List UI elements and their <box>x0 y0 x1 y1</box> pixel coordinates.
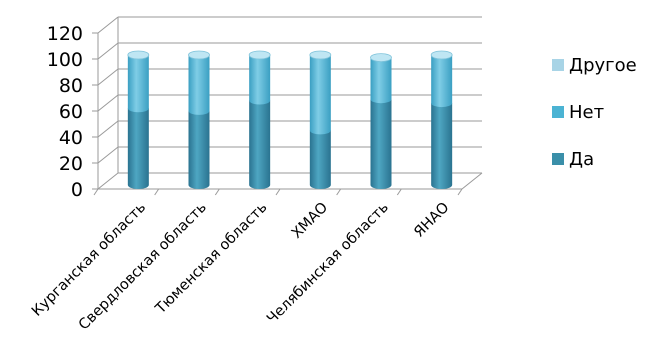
y-tick-label: 60 <box>59 101 83 123</box>
legend-label: Да <box>569 149 594 170</box>
grid <box>97 16 483 190</box>
grid-side-line <box>97 68 119 86</box>
grid-side-line <box>97 120 119 138</box>
x-tick-label: Тюменская область <box>152 200 270 318</box>
bar-segment <box>431 103 453 189</box>
x-tick-label: Свердловская область <box>76 200 210 334</box>
y-tick-label: 20 <box>59 153 83 175</box>
bar-segment <box>431 55 453 108</box>
y-tick-label: 80 <box>59 75 83 97</box>
y-tick-label: 120 <box>47 23 83 45</box>
bar-top-cap <box>430 50 453 60</box>
x-tick-mark <box>275 188 281 196</box>
legend-label: Нет <box>569 102 604 123</box>
y-tick-label: 0 <box>71 179 83 201</box>
bar-segment <box>127 108 149 189</box>
grid-side-line <box>97 94 119 112</box>
bar-top-cap <box>309 50 332 60</box>
bar-segment <box>249 55 271 105</box>
bar-top-cap <box>248 50 271 60</box>
grid-side-line <box>97 146 119 164</box>
y-axis: 0 20 40 60 80 100 120 <box>47 23 98 201</box>
bar-top-cap <box>370 53 392 62</box>
x-tick-label: ХМАО <box>289 200 331 242</box>
legend-label: Другое <box>569 55 637 76</box>
grid-side-line <box>97 172 119 190</box>
bar-segment <box>309 130 331 189</box>
grid-side-line <box>97 42 119 60</box>
x-tick-mark <box>396 188 402 196</box>
legend-swatch <box>552 59 564 71</box>
x-tick-mark <box>214 188 220 196</box>
y-tick-label: 100 <box>47 49 83 71</box>
bar-segment <box>127 55 149 113</box>
bar-segment <box>188 55 210 115</box>
x-tick-mark <box>336 188 342 196</box>
x-tick-mark <box>457 188 463 196</box>
x-tick-label: Курганская область <box>29 200 149 320</box>
x-tick-label: Челябинская область <box>264 200 392 328</box>
bar-segment <box>309 55 331 135</box>
floor-side-edge <box>461 172 483 190</box>
bar-segment <box>370 99 392 189</box>
bars <box>127 50 453 189</box>
bar-top-cap <box>188 50 210 60</box>
y-tick-label: 40 <box>59 127 83 149</box>
x-tick-mark <box>93 188 99 196</box>
x-tick-mark <box>154 188 160 196</box>
bar-segment <box>249 100 271 189</box>
bar-segment <box>188 110 210 189</box>
bar-top-cap <box>127 50 150 60</box>
legend-swatch <box>552 153 564 165</box>
bar-segment <box>370 57 392 104</box>
x-tick-label: ЯНАО <box>411 200 452 241</box>
legend-swatch <box>552 106 564 118</box>
legend: Другое Нет Да <box>552 55 637 170</box>
grid-side-line <box>97 16 119 34</box>
